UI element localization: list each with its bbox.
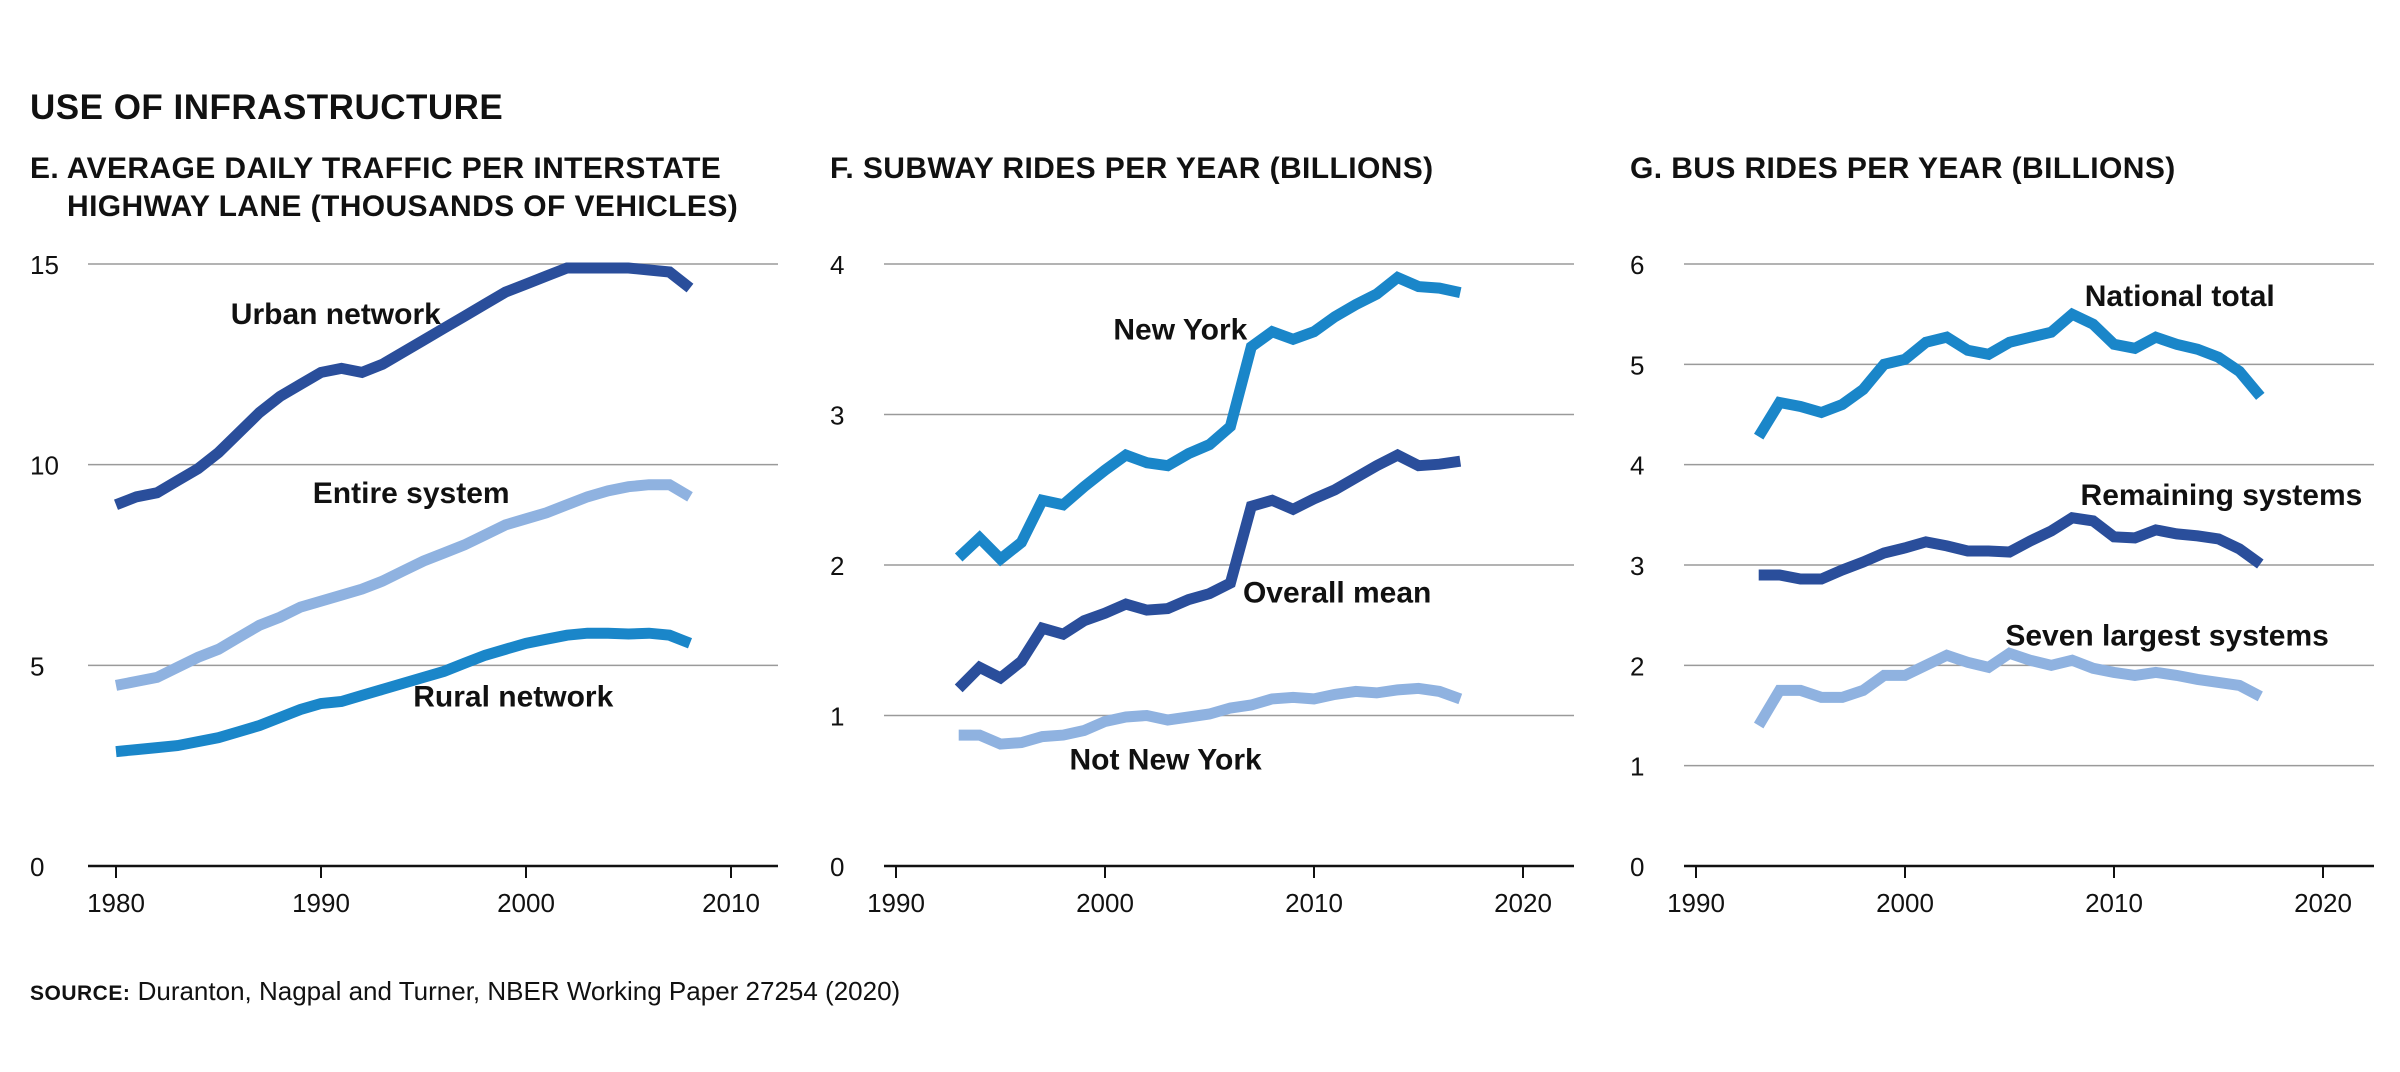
chart-f-series-not-new-york [958, 682, 1463, 750]
chart-g-ytick-label: 0 [1630, 852, 1644, 882]
chart-f-label-overall-mean: Overall mean [1243, 577, 1431, 610]
panel-f-title: F. SUBWAY RIDES PER YEAR (BILLIONS) [830, 150, 1434, 188]
chart-f-xtick-label: 2000 [1076, 888, 1134, 918]
panel-e-title-line2: HIGHWAY LANE (THOUSANDS OF VEHICLES) [67, 190, 739, 223]
chart-g-series-national-total [1754, 307, 2265, 440]
chart-f-xtick-label: 1990 [867, 888, 925, 918]
chart-e-label-urban-network: Urban network [231, 298, 441, 331]
chart-g-label-national-total: National total [2085, 280, 2275, 313]
chart-g-ytick-label: 3 [1630, 551, 1644, 581]
chart-f-series-new-york [954, 271, 1462, 567]
chart-g-label-seven-largest-systems: Seven largest systems [2005, 619, 2329, 652]
chart-e-label-rural-network: Rural network [413, 680, 613, 713]
chart-e-xtick-label: 1980 [87, 888, 145, 918]
chart-g-ytick-label: 5 [1630, 350, 1644, 380]
panel-e-title: E. AVERAGE DAILY TRAFFIC PER INTERSTATE … [30, 150, 738, 226]
chart-g-series-remaining-systems [1758, 512, 2264, 585]
chart-f-ytick-label: 2 [830, 551, 844, 581]
chart-f-ytick-label: 1 [830, 702, 844, 732]
chart-g-ytick-label: 1 [1630, 752, 1644, 782]
chart-g-ytick-label: 4 [1630, 451, 1644, 481]
chart-f: 0 1 2 3 4 1990 2000 2010 2020 New York Overall mea… [830, 250, 1574, 918]
chart-f-xtick-label: 2010 [1285, 888, 1343, 918]
panel-e-title-line1: E. AVERAGE DAILY TRAFFIC PER INTERSTATE [30, 152, 722, 185]
chart-e-series-rural-network [115, 627, 693, 758]
panel-e: E. AVERAGE DAILY TRAFFIC PER INTERSTATE … [0, 150, 790, 940]
chart-g-xtick-label: 2000 [1876, 888, 1934, 918]
chart-g-xtick-label: 1990 [1667, 888, 1725, 918]
chart-f-ytick-label: 3 [830, 401, 844, 431]
chart-e: 0 5 10 15 1980 1990 2000 2010 Urban network Entir… [30, 250, 778, 918]
chart-e-series-urban-network [114, 262, 694, 510]
chart-g-ytick-label: 2 [1630, 651, 1644, 681]
chart-e-ytick-label: 5 [30, 651, 44, 681]
panel-f-title-line1: F. SUBWAY RIDES PER YEAR (BILLIONS) [830, 152, 1434, 185]
main-title: USE OF INFRASTRUCTURE [30, 88, 504, 127]
chart-e-ytick-label: 15 [30, 250, 59, 280]
chart-e-ytick-label: 10 [30, 451, 59, 481]
chart-f-ytick-label: 0 [830, 852, 844, 882]
chart-e-xtick-label: 1990 [292, 888, 350, 918]
chart-f-label-new-york: New York [1113, 313, 1247, 346]
chart-g-series-seven-largest-systems [1753, 647, 2263, 729]
chart-e-series-entire-system [114, 479, 693, 691]
chart-e-xtick-label: 2010 [702, 888, 760, 918]
chart-g: 0 1 2 3 4 5 6 1990 2000 2010 2020 National total Rem… [1630, 250, 2374, 918]
panel-g-title: G. BUS RIDES PER YEAR (BILLIONS) [1630, 150, 2176, 188]
panel-f: F. SUBWAY RIDES PER YEAR (BILLIONS) 0 1 2 3… [800, 150, 1600, 940]
source-note: SOURCE: Duranton, Nagpal and Turner, NBE… [30, 976, 900, 1007]
source-text: Duranton, Nagpal and Turner, NBER Workin… [137, 976, 901, 1006]
chart-g-label-remaining-systems: Remaining systems [2081, 479, 2363, 512]
chart-g-xtick-label: 2010 [2085, 888, 2143, 918]
chart-f-ytick-label: 4 [830, 250, 844, 280]
chart-f-series-overall-mean [954, 448, 1462, 693]
chart-f-label-not-new-york: Not New York [1069, 744, 1262, 777]
chart-e-xtick-label: 2000 [497, 888, 555, 918]
chart-g-xtick-label: 2020 [2294, 888, 2352, 918]
chart-e-label-entire-system: Entire system [313, 477, 510, 510]
panel-g: G. BUS RIDES PER YEAR (BILLIONS) 0 1 2 3 4 5 6… [1600, 150, 2400, 940]
panel-g-title-line1: G. BUS RIDES PER YEAR (BILLIONS) [1630, 152, 2176, 185]
chart-e-ytick-label: 0 [30, 852, 44, 882]
source-label: SOURCE: [30, 982, 131, 1005]
chart-g-ytick-label: 6 [1630, 250, 1644, 280]
chart-f-xtick-label: 2020 [1494, 888, 1552, 918]
